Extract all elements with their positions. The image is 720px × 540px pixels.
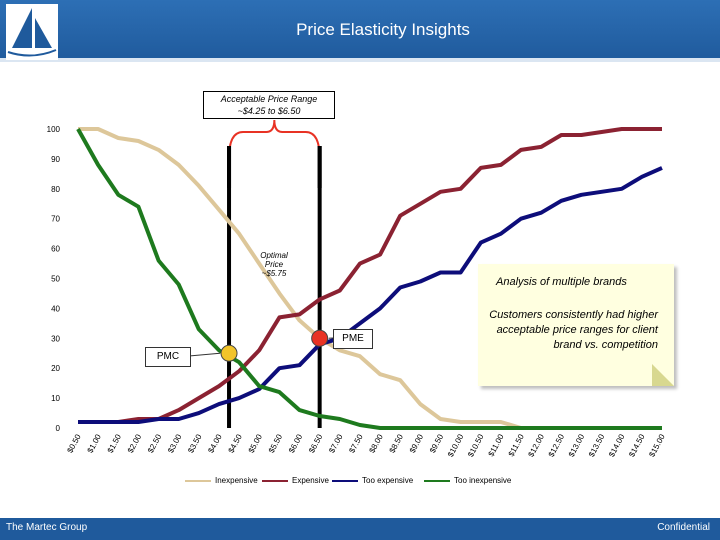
y-tick-label: 40 <box>51 304 60 313</box>
legend-item-too-inexpensive: Too inexpensive <box>424 476 511 485</box>
pmc-label: PMC <box>145 347 191 367</box>
legend-item-too-expensive: Too expensive <box>332 476 413 485</box>
x-tick-label: $8.00 <box>367 432 385 454</box>
x-tick-label: $6.50 <box>307 432 325 454</box>
y-tick-label: 0 <box>56 424 61 433</box>
page-title: Price Elasticity Insights <box>296 20 470 39</box>
legend-swatch <box>185 479 211 482</box>
x-tick-label: $5.50 <box>267 432 285 454</box>
legend-item-inexpensive: Inexpensive <box>185 476 258 485</box>
series-line-too-expensive <box>78 166 663 424</box>
x-tick-label: $4.50 <box>227 432 245 454</box>
x-tick-label: $12.00 <box>527 432 547 458</box>
x-tick-label: $9.50 <box>428 432 446 454</box>
range-title: Acceptable Price Range <box>220 94 318 104</box>
x-tick-label: $2.50 <box>146 432 164 454</box>
pmc-pointer <box>188 352 221 357</box>
logo-sail-icon <box>7 8 57 57</box>
chart-legend: Inexpensive Expensive Too expensive Too … <box>0 476 720 490</box>
legend-label: Expensive <box>292 476 329 485</box>
y-tick-label: 80 <box>51 185 60 194</box>
optimal-price-label: Optimal Price ~$5.75 <box>248 251 300 278</box>
y-tick-label: 70 <box>51 215 60 224</box>
footer-confidential: Confidential <box>657 522 710 533</box>
x-tick-label: $3.00 <box>166 432 184 454</box>
acceptable-range-bracket <box>228 119 321 159</box>
x-tick-label: $6.00 <box>287 432 305 454</box>
y-tick-label: 30 <box>51 334 60 343</box>
x-tick-label: $10.00 <box>446 432 466 458</box>
series-line-too-inexpensive <box>76 128 662 430</box>
callout-title: Analysis of multiple brands <box>496 276 627 288</box>
x-tick-label: $13.00 <box>567 432 587 458</box>
y-tick-label: 90 <box>51 155 60 164</box>
pme-marker <box>311 329 329 347</box>
optimal-line-2: Price <box>264 260 284 269</box>
pmc-marker <box>220 344 238 362</box>
x-tick-label: $7.00 <box>327 432 345 454</box>
acceptable-range-box: Acceptable Price Range ~$4.25 to $6.50 <box>203 91 335 119</box>
x-tick-label: $15.00 <box>647 432 667 458</box>
optimal-line-1: Optimal <box>260 251 288 260</box>
y-tick-label: 50 <box>51 275 60 284</box>
analysis-callout: Analysis of multiple brands Customers co… <box>478 264 674 386</box>
legend-swatch <box>424 479 450 482</box>
y-tick-label: 60 <box>51 245 60 254</box>
x-tick-label: $9.00 <box>408 432 426 454</box>
pme-label: PME <box>333 329 373 349</box>
footer-company: The Martec Group <box>6 522 88 533</box>
y-tick-label: 20 <box>51 364 60 373</box>
x-tick-label: $14.00 <box>607 432 627 458</box>
x-tick-label: $11.50 <box>507 432 526 458</box>
range-value: ~$4.25 to $6.50 <box>237 106 301 116</box>
callout-fold <box>652 364 674 386</box>
callout-body: Customers consistently had higher accept… <box>489 309 658 351</box>
series-line-expensive <box>78 127 662 424</box>
legend-label: Too expensive <box>362 476 414 485</box>
x-tick-label: $11.00 <box>487 432 506 458</box>
x-tick-label: $1.50 <box>106 432 124 454</box>
footer-bar: The Martec Group Confidential <box>0 518 720 540</box>
y-tick-label: 10 <box>51 394 60 403</box>
x-tick-label: $2.00 <box>126 432 144 454</box>
x-tick-label: $13.50 <box>587 432 607 458</box>
legend-label: Too inexpensive <box>454 476 512 485</box>
x-tick-label: $14.50 <box>627 432 647 458</box>
legend-swatch <box>332 479 358 482</box>
x-tick-label: $8.50 <box>388 432 406 454</box>
legend-swatch <box>262 479 288 482</box>
header-band <box>0 58 720 62</box>
header-bar <box>0 0 720 62</box>
x-tick-label: $12.50 <box>547 432 567 458</box>
x-tick-label: $5.00 <box>247 432 265 454</box>
legend-label: Inexpensive <box>215 476 258 485</box>
x-tick-label: $3.50 <box>186 432 204 454</box>
x-tick-label: $0.50 <box>65 432 83 454</box>
x-tick-label: $7.50 <box>347 432 365 454</box>
legend-item-expensive: Expensive <box>262 476 329 485</box>
x-tick-label: $10.50 <box>466 432 486 458</box>
company-logo <box>6 4 58 60</box>
x-tick-label: $4.00 <box>206 432 224 454</box>
x-tick-label: $1.00 <box>86 432 104 454</box>
optimal-line-3: ~$5.75 <box>261 269 287 278</box>
y-tick-label: 100 <box>47 125 61 134</box>
